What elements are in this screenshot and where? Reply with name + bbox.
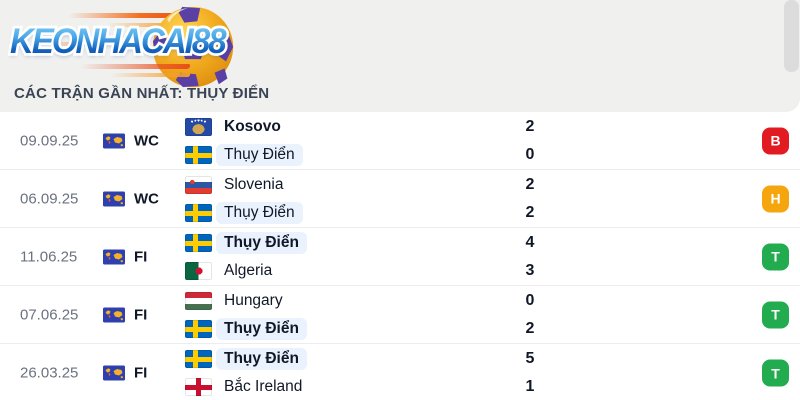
match-date: 26.03.25 — [20, 364, 79, 382]
world-map-icon — [103, 307, 125, 322]
world-map-icon — [103, 249, 125, 264]
result-badge: B — [762, 127, 789, 154]
competition: FI — [103, 248, 147, 265]
competition: FI — [103, 306, 147, 323]
team-score: 0 — [525, 291, 535, 309]
team-name: Slovenia — [224, 175, 284, 193]
logo-text: KEONHACAI88 — [10, 20, 260, 61]
competition-label: WC — [134, 132, 159, 149]
team-name: Thụy Điển — [216, 348, 307, 370]
team-line: Thụy Điển 2 — [185, 316, 745, 341]
logo-text-outline: KEONHACAI88 — [8, 18, 260, 63]
team-line: Thụy Điển 5 — [185, 347, 745, 372]
result-badge: T — [762, 359, 789, 387]
team-score: 4 — [525, 233, 535, 251]
competition: WC — [103, 132, 159, 149]
team-line: Thụy Điển 2 — [185, 200, 745, 225]
team-score: 2 — [525, 203, 535, 221]
competition: FI — [103, 365, 147, 382]
match-date: 07.06.25 — [20, 306, 79, 323]
competition: WC — [103, 190, 159, 207]
competition-label: FI — [134, 364, 148, 382]
recent-matches-list: 09.09.25 WC Kosovo 2 — [0, 112, 800, 400]
match-date: 11.06.25 — [20, 248, 78, 265]
result-badge: H — [762, 185, 789, 212]
page-header: KEONHACAI88 KEONHACAI88 CÁC TRẬN GẦN NHẤ… — [0, 0, 800, 112]
sweden-flag-icon — [185, 319, 212, 338]
team-score: 5 — [525, 350, 535, 367]
result-badge: T — [762, 301, 789, 328]
teams: Hungary 0 Thụy Điển 2 — [185, 286, 745, 343]
sweden-flag-icon — [185, 350, 212, 368]
speed-line-icon — [79, 64, 191, 69]
sweden-flag-icon — [185, 233, 212, 252]
match-row[interactable]: 11.06.25 FI Thụy Điển 4 — [0, 228, 800, 286]
team-score: 2 — [525, 175, 535, 193]
match-row[interactable]: 06.09.25 WC Slovenia 2 — [0, 170, 800, 228]
teams: Slovenia 2 Thụy Điển 2 — [185, 170, 745, 227]
world-map-icon — [103, 133, 125, 148]
match-row[interactable]: 26.03.25 FI Thụy Điển 5 — [0, 344, 800, 400]
team-line: Thụy Điển 0 — [185, 142, 745, 167]
competition-label: FI — [134, 248, 148, 265]
world-map-icon — [103, 191, 125, 206]
team-name: Hungary — [224, 291, 283, 309]
team-line: Slovenia 2 — [185, 172, 745, 197]
competition-label: WC — [134, 190, 159, 207]
match-row[interactable]: 07.06.25 FI Hungary 0 — [0, 286, 800, 344]
competition-label: FI — [134, 306, 148, 323]
team-score: 2 — [525, 319, 535, 337]
scrollbar-thumb[interactable] — [784, 0, 799, 72]
sweden-flag-icon — [185, 145, 212, 164]
team-line: Algeria 3 — [185, 258, 745, 283]
team-line: Kosovo 2 — [185, 114, 745, 139]
team-score: 2 — [525, 117, 535, 135]
hungary-flag-icon — [185, 291, 212, 310]
slovenia-flag-icon — [185, 175, 212, 194]
teams: Thụy Điển 4 Algeria 3 — [185, 228, 745, 285]
team-line: Bắc Ireland 1 — [185, 375, 745, 400]
northern-ireland-flag-icon — [185, 378, 212, 396]
team-score: 1 — [525, 378, 535, 395]
team-name: Thụy Điển — [216, 201, 303, 224]
team-line: Hungary 0 — [185, 288, 745, 313]
brand-logo[interactable]: KEONHACAI88 KEONHACAI88 — [8, 2, 260, 88]
team-score: 0 — [525, 145, 535, 163]
team-name: Kosovo — [224, 117, 281, 135]
team-score: 3 — [525, 261, 535, 279]
world-map-icon — [103, 365, 125, 381]
algeria-flag-icon — [185, 261, 212, 280]
result-badge: T — [762, 243, 789, 270]
sweden-flag-icon — [185, 203, 212, 222]
match-date: 09.09.25 — [20, 132, 79, 149]
team-name: Thụy Điển — [216, 231, 307, 254]
section-title: CÁC TRẬN GẦN NHẤT: THỤY ĐIỂN — [14, 85, 270, 102]
team-line: Thụy Điển 4 — [185, 230, 745, 255]
team-name: Bắc Ireland — [224, 378, 303, 395]
match-date: 06.09.25 — [20, 190, 79, 207]
teams: Thụy Điển 5 Bắc Ireland 1 — [185, 344, 745, 400]
speed-line-icon — [109, 73, 191, 77]
team-name: Thụy Điển — [216, 143, 303, 166]
kosovo-flag-icon — [185, 117, 212, 136]
team-name: Thụy Điển — [216, 317, 307, 340]
teams: Kosovo 2 Thụy Điển 0 — [185, 112, 745, 169]
match-row[interactable]: 09.09.25 WC Kosovo 2 — [0, 112, 800, 170]
team-name: Algeria — [224, 261, 273, 279]
